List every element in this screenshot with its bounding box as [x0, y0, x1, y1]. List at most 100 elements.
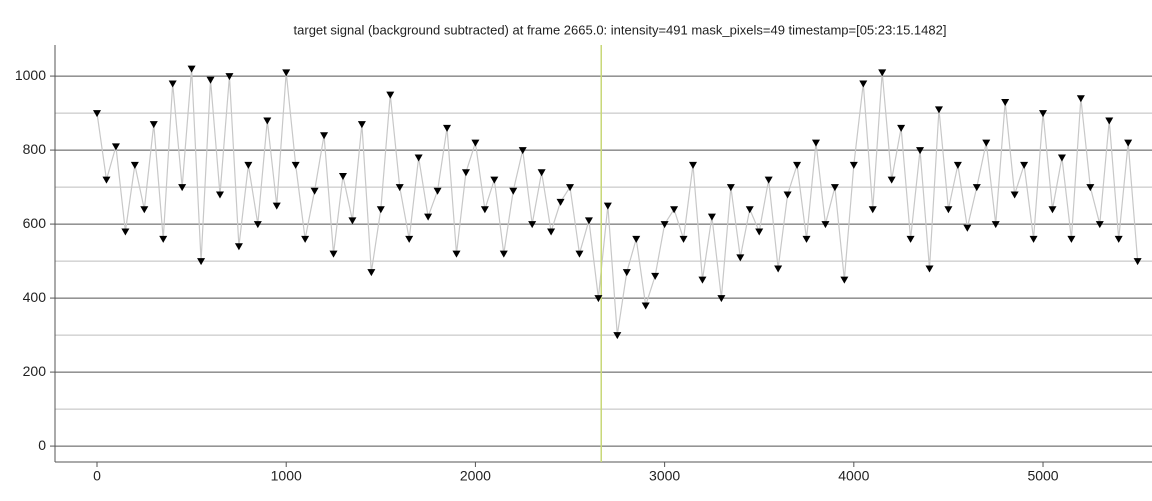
point [575, 250, 584, 258]
point [1105, 117, 1114, 125]
point [329, 250, 338, 258]
point [547, 228, 556, 236]
point [745, 206, 754, 214]
point [424, 213, 433, 221]
point [376, 206, 385, 214]
point [1076, 95, 1085, 103]
point [868, 206, 877, 214]
point [263, 117, 272, 125]
point [1039, 110, 1048, 118]
point [338, 172, 347, 180]
point [282, 69, 291, 77]
point [717, 295, 726, 303]
point [679, 235, 688, 243]
y-tick-label: 600 [23, 215, 47, 231]
point [651, 272, 660, 280]
point [859, 80, 868, 88]
point [878, 69, 887, 77]
point [707, 213, 716, 221]
point [537, 169, 546, 177]
point [1010, 191, 1019, 199]
point [802, 235, 811, 243]
point [566, 184, 575, 192]
point [272, 202, 281, 210]
point [111, 143, 120, 151]
point [310, 187, 319, 195]
point [736, 254, 745, 262]
point [452, 250, 461, 258]
point [1001, 98, 1010, 106]
point [159, 235, 168, 243]
point [320, 132, 329, 140]
point [972, 184, 981, 192]
point [953, 161, 962, 169]
point [1057, 154, 1066, 162]
x-tick-label: 1000 [271, 468, 302, 484]
point [149, 121, 158, 129]
point [480, 206, 489, 214]
point [414, 154, 423, 162]
point [821, 221, 830, 229]
point [1067, 235, 1076, 243]
point [518, 147, 527, 155]
point [830, 184, 839, 192]
point [944, 206, 953, 214]
point [509, 187, 518, 195]
point [1029, 235, 1038, 243]
point [603, 202, 612, 210]
point [793, 161, 802, 169]
point [934, 106, 943, 114]
point [187, 65, 196, 73]
x-tick-label: 0 [93, 468, 101, 484]
point [811, 139, 820, 147]
point [632, 235, 641, 243]
point [594, 295, 603, 303]
point [1020, 161, 1029, 169]
point [849, 161, 858, 169]
point [641, 302, 650, 310]
point [197, 258, 206, 266]
point [916, 147, 925, 155]
point [405, 235, 414, 243]
y-tick-label: 200 [23, 363, 47, 379]
point [726, 184, 735, 192]
point [301, 235, 310, 243]
point [357, 121, 366, 129]
point [622, 269, 631, 277]
point [499, 250, 508, 258]
point [670, 206, 679, 214]
y-tick-label: 800 [23, 141, 47, 157]
point [102, 176, 111, 184]
point [963, 224, 972, 232]
point [982, 139, 991, 147]
point [490, 176, 499, 184]
point [130, 161, 139, 169]
point [291, 161, 300, 169]
point [1048, 206, 1057, 214]
point [774, 265, 783, 273]
point [121, 228, 130, 236]
y-tick-label: 0 [38, 437, 46, 453]
point [206, 76, 215, 84]
point [395, 184, 404, 192]
point [1124, 139, 1133, 147]
point [1114, 235, 1123, 243]
point [178, 184, 187, 192]
point [783, 191, 792, 199]
point [584, 217, 593, 225]
x-tick-label: 3000 [649, 468, 680, 484]
point [386, 91, 395, 99]
point [348, 217, 357, 225]
point [1095, 221, 1104, 229]
point [887, 176, 896, 184]
y-tick-label: 400 [23, 289, 47, 305]
point [906, 235, 915, 243]
point [991, 221, 1000, 229]
point [253, 221, 262, 229]
point [925, 265, 934, 273]
point [840, 276, 849, 284]
x-tick-label: 4000 [838, 468, 869, 484]
point [764, 176, 773, 184]
